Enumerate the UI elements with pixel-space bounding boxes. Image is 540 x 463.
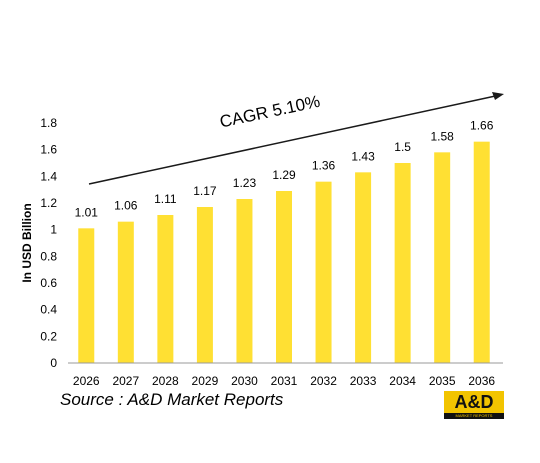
y-tick-label: 1.2 [40,196,57,210]
x-tick-label: 2036 [468,374,495,388]
cagr-arrow-head [492,92,504,100]
company-logo: A&D MARKET REPORTS [444,391,504,419]
x-tick-label: 2028 [152,374,179,388]
y-tick-label: 0.2 [40,329,57,343]
bar [434,152,450,363]
data-label: 1.01 [75,205,99,219]
data-label: 1.36 [312,159,336,173]
bar [197,207,213,363]
bar [276,191,292,363]
bar [355,172,371,363]
logo-text: A&D [444,392,504,412]
data-label: 1.5 [394,140,411,154]
data-label: 1.29 [272,168,296,182]
y-tick-label: 0.4 [40,303,57,317]
x-tick-label: 2035 [429,374,456,388]
bar [236,199,252,363]
data-label: 1.58 [431,129,455,143]
x-tick-label: 2029 [192,374,219,388]
data-label: 1.43 [351,149,375,163]
bar [118,222,134,363]
logo-strip: MARKET REPORTS [444,413,504,419]
y-tick-label: 1 [50,223,57,237]
data-label: 1.11 [154,192,177,206]
y-tick-label: 1.4 [40,169,57,183]
y-tick-label: 0 [50,356,57,370]
x-tick-label: 2027 [112,374,139,388]
data-label: 1.17 [193,184,217,198]
y-tick-label: 0.6 [40,276,57,290]
data-label: 1.66 [470,119,494,133]
bar [316,182,332,363]
y-tick-label: 1.8 [40,116,57,130]
x-tick-label: 2033 [350,374,377,388]
bar [157,215,173,363]
y-axis: 0 0.2 0.4 0.6 0.8 1 1.2 1.4 1.6 1.8 [40,116,57,370]
x-tick-label: 2032 [310,374,337,388]
y-axis-title: In USD Billion [20,203,34,282]
x-tick-label: 2034 [389,374,416,388]
source-note: Source : A&D Market Reports [60,390,283,410]
bar-series: 1.01 1.06 1.11 1.17 1.23 1.29 1.36 1.43 1.5 1.58 1… [75,119,494,363]
data-label: 1.23 [233,176,257,190]
y-tick-label: 0.8 [40,249,57,263]
x-tick-label: 2030 [231,374,258,388]
bar [395,163,411,363]
cagr-annotation: CAGR 5.10% [218,92,322,132]
x-tick-label: 2026 [73,374,100,388]
x-tick-label: 2031 [271,374,298,388]
bar [78,228,94,363]
logo-subtext: MARKET REPORTS [444,413,504,419]
data-label: 1.06 [114,199,138,213]
x-axis: 2026 2027 2028 2029 2030 2031 2032 2033 2034 2035… [73,374,495,388]
y-tick-label: 1.6 [40,143,57,157]
bar [474,142,490,363]
